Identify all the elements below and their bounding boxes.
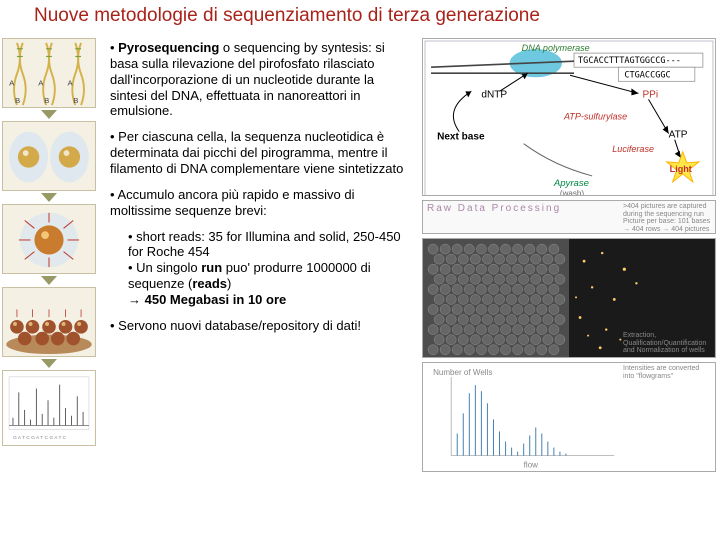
fig-polymerase-cycle: DNA polymerase TGCACCTTTAGTGGCCG--- CTGA… bbox=[422, 38, 716, 196]
svg-text:dNTP: dNTP bbox=[481, 89, 507, 100]
right-figure-column: DNA polymerase TGCACCTTTAGTGGCCG--- CTGA… bbox=[420, 36, 720, 540]
text-column: • Pyrosequencing o sequencing by syntesi… bbox=[100, 36, 420, 540]
bullet-accumulo: • Accumulo ancora più rapido e massivo d… bbox=[110, 187, 414, 219]
thumb-dna-helix: A A A B B B bbox=[2, 38, 96, 108]
caption-flowgrams: Intensities are converted into "flowgram… bbox=[623, 365, 711, 380]
caption-pictures: >404 pictures are captured during the se… bbox=[623, 203, 711, 234]
svg-text:Luciferase: Luciferase bbox=[612, 144, 654, 154]
thumb-bead-array bbox=[2, 287, 96, 357]
svg-text:Light: Light bbox=[670, 164, 692, 174]
sub-run: • Un singolo run puo' produrre 1000000 d… bbox=[128, 260, 414, 292]
arrow-icon bbox=[41, 193, 57, 202]
svg-text:B: B bbox=[73, 96, 78, 105]
arrow-icon bbox=[41, 110, 57, 119]
term-pyrosequencing: Pyrosequencing bbox=[118, 40, 219, 55]
svg-text:B: B bbox=[15, 96, 20, 105]
raw-data-label: Raw Data Processing bbox=[427, 203, 561, 214]
svg-text:ATP-sulfurylase: ATP-sulfurylase bbox=[563, 112, 627, 122]
svg-text:TGCACCTTTAGTGGCCG---: TGCACCTTTAGTGGCCG--- bbox=[578, 56, 681, 66]
svg-text:ATP: ATP bbox=[669, 130, 688, 141]
thumb-bead-pcr bbox=[2, 204, 96, 274]
svg-text:B: B bbox=[44, 96, 49, 105]
svg-text:PPi: PPi bbox=[642, 89, 658, 100]
svg-text:DNA polymerase: DNA polymerase bbox=[522, 43, 590, 53]
arrow-icon bbox=[41, 359, 57, 368]
sub-short-reads: • short reads: 35 for Illumina and solid… bbox=[128, 229, 414, 261]
fig-hex-well-image: Extraction, Qualification/Quantification… bbox=[422, 238, 716, 358]
thumb-emulsion-droplets bbox=[2, 121, 96, 191]
left-thumbnail-column: A A A B B B bbox=[0, 36, 100, 540]
svg-text:CTGACCGGC: CTGACCGGC bbox=[624, 70, 670, 80]
svg-text:Number of Wells: Number of Wells bbox=[433, 368, 492, 377]
svg-text:(wash): (wash) bbox=[560, 189, 584, 196]
thumb-pyrogram: G A T C G A T C G A T C bbox=[2, 370, 96, 446]
svg-text:A: A bbox=[38, 79, 44, 88]
bullet-pyrogram: • Per ciascuna cella, la sequenza nucleo… bbox=[110, 129, 414, 177]
fig-histogram: Number of Wells flow bbox=[422, 362, 716, 472]
sub-megabasi: → 450 Megabasi in 10 ore bbox=[128, 292, 414, 308]
bullet-database: • Servono nuovi database/repository di d… bbox=[110, 318, 414, 334]
svg-text:A: A bbox=[67, 79, 73, 88]
svg-text:Next base: Next base bbox=[437, 132, 485, 143]
svg-text:G A T C G A T C G A T C: G A T C G A T C G A T C bbox=[13, 435, 67, 441]
sub-bullets: • short reads: 35 for Illumina and solid… bbox=[110, 229, 414, 308]
caption-extraction: Extraction, Qualification/Quantification… bbox=[623, 332, 711, 355]
svg-text:flow: flow bbox=[524, 461, 538, 470]
svg-text:Apyrase: Apyrase bbox=[553, 178, 589, 189]
fig-raw-data-label: Raw Data Processing >404 pictures are ca… bbox=[422, 200, 716, 234]
slide-title: Nuove metodologie di sequenziamento di t… bbox=[0, 0, 720, 36]
bullet-pyrosequencing: • Pyrosequencing o sequencing by syntesi… bbox=[110, 40, 414, 119]
svg-text:A: A bbox=[9, 79, 15, 88]
arrow-icon bbox=[41, 276, 57, 285]
